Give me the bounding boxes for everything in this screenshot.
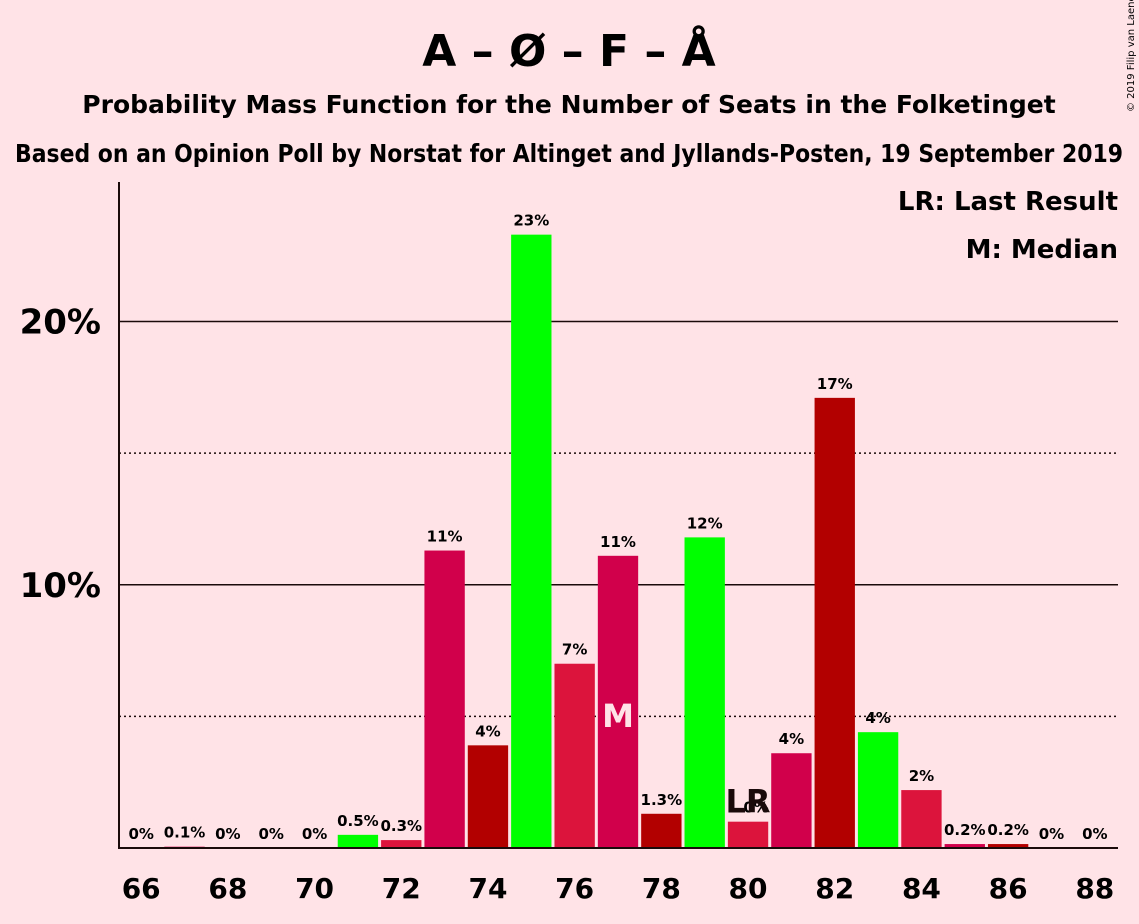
data-label-seats-75: 23% (513, 212, 549, 230)
bar-seats-84 (901, 790, 942, 848)
data-label-background (813, 373, 856, 394)
data-label-seats-68: 0% (215, 825, 240, 843)
data-label-seats-67: 0.1% (164, 824, 206, 842)
x-tick-label: 66 (122, 872, 161, 905)
data-label-seats-85: 0.2% (944, 821, 986, 839)
bar-seats-76 (554, 663, 595, 848)
bar-seats-73 (424, 550, 465, 848)
data-label-background (423, 526, 466, 547)
y-tick-label: 10% (20, 566, 101, 606)
chart-subtitle: Probability Mass Function for the Number… (82, 90, 1055, 119)
data-label-seats-78: 1.3% (641, 791, 683, 809)
data-label-seats-76: 7% (562, 641, 587, 659)
x-tick-label: 74 (468, 872, 507, 905)
x-tick-label: 84 (902, 872, 941, 905)
data-label-seats-83: 4% (865, 709, 890, 727)
data-label-seats-82: 17% (817, 375, 853, 393)
bar-seats-85 (944, 844, 985, 848)
bar-series (164, 234, 1029, 849)
data-label-background (510, 210, 553, 231)
x-tick-label: 88 (1075, 872, 1114, 905)
bar-seats-83 (857, 732, 899, 848)
y-tick-label: 20% (20, 303, 101, 343)
data-label-seats-72: 0.3% (380, 817, 422, 835)
legend-median: M: Median (966, 235, 1118, 265)
data-label-seats-79: 12% (687, 514, 723, 532)
data-label-seats-66: 0% (128, 825, 153, 843)
data-label-background (553, 639, 596, 660)
legend-last-result: LR: Last Result (898, 187, 1118, 217)
data-label-seats-77: 11% (600, 533, 636, 551)
data-label-seats-86: 0.2% (987, 821, 1029, 839)
x-tick-label: 86 (989, 872, 1028, 905)
data-label-seats-73: 11% (427, 528, 463, 546)
chart-title: A – Ø – F – Å (422, 24, 715, 77)
data-label-seats-69: 0% (258, 825, 283, 843)
x-tick-label: 82 (815, 872, 854, 905)
bar-seats-72 (381, 840, 422, 848)
copyright-notice: © 2019 Filip van Laenen (1126, 0, 1137, 112)
x-tick-label: 80 (729, 872, 768, 905)
median-marker: M (602, 697, 634, 735)
data-label-seats-87: 0% (1039, 825, 1064, 843)
bar-seats-77 (597, 555, 639, 848)
bar-seats-80 (727, 821, 769, 848)
bar-seats-86 (987, 844, 1029, 848)
chart-source: Based on an Opinion Poll by Norstat for … (15, 139, 1123, 168)
data-labels: 0% 0.1% 0% 0% 0% 0.5% 0.3% 11% 4% 23% 7% 11% 1.3% 12%… (128, 210, 1108, 843)
bar-seats-75 (511, 234, 552, 849)
last-result-marker: LR (726, 783, 771, 821)
x-tick-label: 70 (295, 872, 334, 905)
x-tick-label: 78 (642, 872, 681, 905)
x-tick-label: 76 (555, 872, 594, 905)
data-label-seats-74: 4% (475, 722, 500, 740)
data-label-seats-88: 0% (1082, 825, 1107, 843)
bar-seats-81 (771, 753, 812, 848)
data-label-seats-81: 4% (779, 730, 804, 748)
bar-seats-79 (684, 537, 725, 848)
bar-seats-71 (337, 834, 379, 848)
data-label-seats-84: 2% (909, 767, 934, 785)
bar-seats-82 (814, 397, 855, 848)
data-label-seats-80: 1.0% (727, 799, 769, 817)
bar-seats-78 (641, 813, 682, 848)
bar-seats-74 (467, 745, 509, 848)
data-label-seats-70: 0% (302, 825, 327, 843)
axes: 10% 20% 66 68 70 72 74 76 78 80 82 84 86 88 (20, 182, 1118, 905)
data-label-background (683, 513, 726, 534)
data-label-seats-71: 0.5% (337, 812, 379, 830)
x-tick-label: 68 (208, 872, 247, 905)
median-lastresult-markers: M LR (602, 697, 770, 821)
data-label-background (597, 531, 639, 552)
x-tick-label: 72 (382, 872, 421, 905)
